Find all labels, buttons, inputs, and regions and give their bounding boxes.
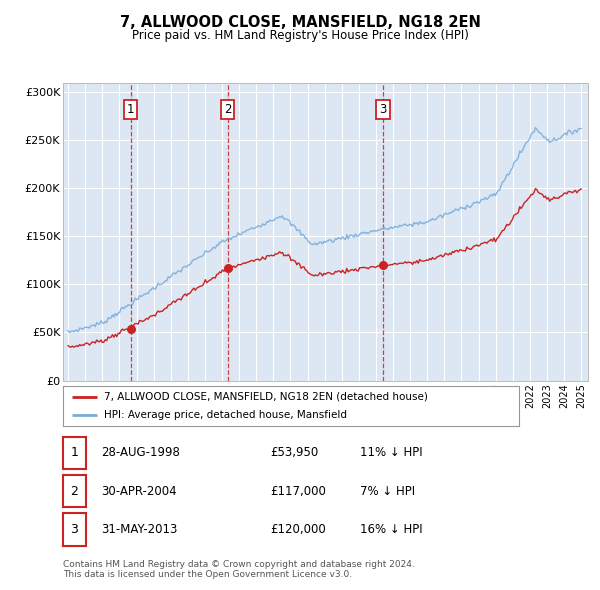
Text: 2: 2 [70,484,79,498]
Text: £120,000: £120,000 [270,523,326,536]
Text: HPI: Average price, detached house, Mansfield: HPI: Average price, detached house, Mans… [104,410,347,420]
Text: Contains HM Land Registry data © Crown copyright and database right 2024.
This d: Contains HM Land Registry data © Crown c… [63,560,415,579]
Text: 1: 1 [127,103,134,116]
Text: 1: 1 [70,446,79,460]
Text: 7, ALLWOOD CLOSE, MANSFIELD, NG18 2EN: 7, ALLWOOD CLOSE, MANSFIELD, NG18 2EN [119,15,481,30]
Text: 11% ↓ HPI: 11% ↓ HPI [360,446,422,460]
Text: 2: 2 [224,103,232,116]
Text: 3: 3 [70,523,79,536]
Text: 16% ↓ HPI: 16% ↓ HPI [360,523,422,536]
Text: £117,000: £117,000 [270,484,326,498]
Text: 7, ALLWOOD CLOSE, MANSFIELD, NG18 2EN (detached house): 7, ALLWOOD CLOSE, MANSFIELD, NG18 2EN (d… [104,392,428,402]
Text: 3: 3 [379,103,387,116]
Text: Price paid vs. HM Land Registry's House Price Index (HPI): Price paid vs. HM Land Registry's House … [131,30,469,42]
Text: 30-APR-2004: 30-APR-2004 [101,484,176,498]
Text: 28-AUG-1998: 28-AUG-1998 [101,446,179,460]
Text: 7% ↓ HPI: 7% ↓ HPI [360,484,415,498]
Text: 31-MAY-2013: 31-MAY-2013 [101,523,177,536]
Text: £53,950: £53,950 [270,446,318,460]
